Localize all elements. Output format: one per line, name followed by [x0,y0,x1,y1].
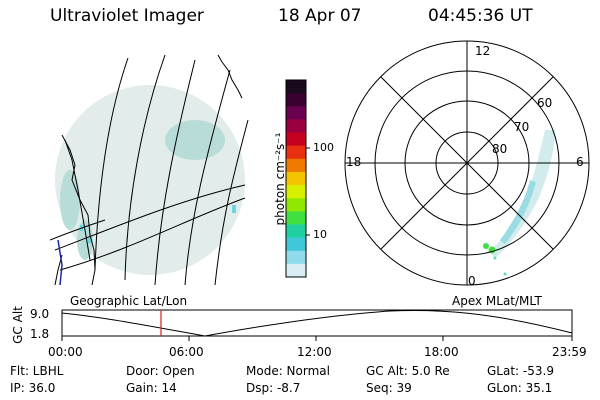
colorbar-tick-100: 100 [313,141,334,154]
colorbar [285,79,310,278]
colorbar-segment [286,171,306,186]
altitude-curve [61,309,573,337]
date-label: 18 Apr 07 [278,6,362,26]
colorbar-segment [286,237,306,252]
colorbar-segment [286,106,306,120]
xtick-0600: 06:00 [169,345,204,359]
filter-info: Flt: LBHL [10,364,64,378]
ytick-9: 9.0 [30,307,50,321]
timeline-ylabel: GC Alt [11,306,25,344]
lat-label-80: 80 [492,142,508,156]
mlt-label-0: 0 [468,274,476,288]
mlt-label-12: 12 [475,44,491,58]
geographic-image [50,54,249,285]
latitude-line [54,184,246,251]
colorbar-tick-10: 10 [313,228,327,241]
seq-info: Seq: 39 [366,381,412,395]
colorbar-segment [286,211,306,225]
xtick-1200: 12:00 [297,345,332,359]
lat-label-70: 70 [514,120,530,134]
door-info: Door: Open [126,364,195,378]
polar-plot [344,40,590,286]
colorbar-segment [286,158,306,173]
gcalt-info: GC Alt: 5.0 Re [366,364,450,378]
timeline-plot [61,309,573,341]
geo-latlon-label: Geographic Lat/Lon [70,294,188,308]
app-title: Ultraviolet Imager [50,6,204,26]
colorbar-segment [286,80,306,94]
colorbar-label: photon cm⁻²s⁻¹ [273,132,287,226]
blue-coast [57,239,63,285]
longitude-grid [50,54,249,285]
colorbar-segment [286,224,306,239]
mode-info: Mode: Normal [246,364,330,378]
xtick-0000: 00:00 [48,345,83,359]
colorbar-segment [286,145,306,160]
colorbar-segment [286,263,306,278]
glat-info: GLat: -53.9 [487,364,554,378]
ip-info: IP: 36.0 [10,381,56,395]
colorbar-segment [286,185,306,199]
ytick-1-8: 1.8 [30,327,50,341]
colorbar-segment [286,250,306,265]
coastline [54,54,243,285]
apex-mlat-label: Apex MLat/MLT [452,294,542,308]
dsp-info: Dsp: -8.7 [246,381,301,395]
colorbar-segment [286,93,306,107]
colorbar-segment [286,198,306,212]
colorbar-segment [286,119,306,134]
time-label: 04:45:36 UT [428,6,533,26]
xtick-2359: 23:59 [552,345,587,359]
xtick-1800: 18:00 [424,345,459,359]
glon-info: GLon: 35.1 [487,381,553,395]
mlt-label-18: 18 [346,155,362,169]
mlt-label-6: 6 [576,155,584,169]
lat-label-60: 60 [537,96,553,110]
gain-info: Gain: 14 [126,381,177,395]
colorbar-segment [286,132,306,147]
aurora-spot [483,243,489,249]
